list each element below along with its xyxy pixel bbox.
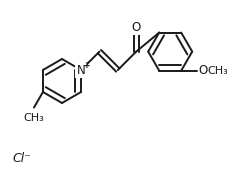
Text: O: O xyxy=(198,64,207,77)
Text: CH₃: CH₃ xyxy=(24,113,44,123)
Text: N: N xyxy=(77,64,85,77)
Text: +: + xyxy=(83,60,91,70)
Text: O: O xyxy=(132,21,141,34)
Text: CH₃: CH₃ xyxy=(207,66,228,76)
Text: Cl⁻: Cl⁻ xyxy=(12,153,31,165)
